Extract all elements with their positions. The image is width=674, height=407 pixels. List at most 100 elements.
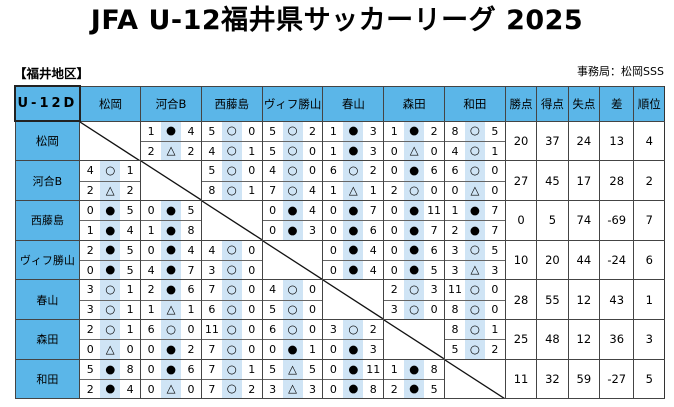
match-result-cell: 0 ● 4 0 ● 4 — [322, 239, 385, 281]
match-result-grid: 0 ● 4 4 ● 7 — [141, 240, 201, 280]
goals-for: 4 — [208, 243, 216, 257]
result-symbol: ● — [343, 121, 364, 141]
result-symbol: ○ — [221, 299, 242, 319]
diagonal-line — [323, 280, 383, 319]
goals-against: 1 — [120, 299, 141, 319]
diagonal-line — [202, 201, 262, 240]
goals-against: 11 — [427, 204, 442, 218]
goals-for: 5 — [269, 362, 277, 376]
goals-against: 2 — [180, 140, 201, 160]
goals-against: 0 — [248, 243, 256, 257]
goals-for: 0 — [80, 259, 101, 279]
match-result-cell: 3 ○ 5 3 △ 3 — [444, 239, 506, 281]
result-symbol: ○ — [221, 339, 242, 359]
match-result-grid: 5 △ 5 3 △ 3 — [262, 359, 323, 399]
table-row: 春山 3 ○ 1 3 ○ 1 2 ● 6 1 △ 1 7 ○ 0 6 ○ 0 4 ○ 0 5 ○ 0 2 ○ 3 3 ○ 0 11 ○ 0 8 ○ 0 2… — [14, 279, 665, 320]
goals-for: 5 — [445, 339, 465, 358]
goals-against: 0 — [241, 259, 262, 279]
goals-against: 3 — [302, 378, 323, 398]
match-result-cell: 0 ● 5 1 ● 4 — [79, 199, 142, 241]
row-header-team: 春山 — [14, 279, 81, 320]
goals-against: 2 — [120, 180, 141, 200]
result-symbol: ● — [404, 220, 425, 240]
goals-for: 3 — [262, 378, 283, 398]
goals-against: 5 — [424, 378, 445, 398]
goals-for: 1 — [390, 362, 398, 376]
page-title: JFA U-12福井県サッカーリーグ 2025 — [90, 5, 584, 36]
goals-for: 0 — [445, 180, 465, 200]
goals-against: 0 — [424, 140, 445, 160]
goals-against: 4 — [187, 243, 195, 257]
result-symbol: ● — [343, 140, 364, 161]
match-result-grid: 3 ○ 2 0 ● 3 — [323, 319, 384, 359]
result-symbol: ● — [161, 121, 181, 141]
match-result-cell: 1 ● 3 1 ● 3 — [322, 120, 385, 162]
result-symbol: ● — [404, 161, 425, 181]
match-result-grid: 5 ● 8 2 ● 4 — [80, 359, 141, 399]
result-symbol: ● — [100, 259, 121, 280]
goals-against: 3 — [484, 259, 505, 279]
self-match-cell — [140, 160, 202, 201]
match-result-grid: 4 ○ 1 2 △ 2 — [80, 161, 141, 200]
league-table: U-12D 松岡 河合B 西藤島 ヴィフ勝山 春山 森田 和田 勝点 得点 失点差順位 松岡 1 ● 4… — [14, 85, 665, 400]
goals-for: 2 — [86, 323, 94, 337]
goals-against: 0 — [424, 180, 445, 200]
goals-for: 1 — [141, 299, 162, 319]
goals-for: 0 — [329, 204, 337, 218]
result-symbol: ○ — [464, 319, 485, 340]
result-symbol: ○ — [282, 180, 303, 200]
goals-against: 7 — [180, 259, 201, 279]
column-header-team: 河合B — [140, 85, 202, 122]
match-result-grid: 1 ● 7 2 ● 7 — [445, 200, 505, 240]
match-result-grid: 4 ○ 0 3 ○ 0 — [201, 240, 262, 280]
goals-for: 3 — [201, 259, 222, 279]
goal-difference-value: 28 — [599, 160, 635, 201]
goals-against: 2 — [309, 124, 316, 138]
result-symbol: ● — [100, 200, 121, 221]
result-symbol: ● — [161, 200, 181, 221]
match-result-grid: 2 ○ 3 3 ○ 0 — [384, 280, 445, 319]
rank-value: 2 — [633, 160, 665, 201]
region-label: 【福井地区】 — [14, 66, 90, 81]
goals-for: 0 — [323, 378, 344, 398]
goals-against: 2 — [369, 164, 377, 178]
goals-for: 0 — [262, 339, 283, 358]
match-result-grid: 0 ● 6 0 ● 5 — [384, 240, 445, 280]
header-row: U-12D 松岡 河合B 西藤島 ヴィフ勝山 春山 森田 和田 勝点 得点 失点差順位 — [14, 85, 665, 122]
match-result-cell: 2 ○ 3 3 ○ 0 — [383, 279, 446, 320]
goals-for: 0 — [141, 378, 162, 398]
result-symbol: ● — [282, 220, 303, 240]
goals-against: 5 — [491, 124, 499, 138]
goal-difference-value: 13 — [599, 120, 635, 162]
match-result-grid: 0 ● 6 2 ○ 0 — [384, 161, 445, 200]
result-symbol: ○ — [221, 180, 242, 200]
result-symbol: ○ — [343, 161, 364, 181]
goals-for: 5 — [208, 164, 216, 178]
goals-for: 4 — [86, 164, 94, 178]
goals-against: 2 — [369, 323, 377, 337]
match-result-cell: 8 ○ 5 4 ○ 1 — [444, 120, 506, 162]
table-row: 松岡 1 ● 4 2 △ 2 5 ○ 0 4 ○ 1 5 ○ 2 5 ○ 0 1 ● 3 1 ● 3 1 ● 2 0 △ 0 8 ○ 5 4 ○ 1 20… — [14, 120, 665, 162]
goals-for: 2 — [86, 243, 94, 257]
goals-against: 1 — [363, 180, 384, 200]
match-result-grid: 11 ○ 0 7 ○ 0 — [201, 319, 262, 359]
goals-against: 3 — [430, 283, 438, 297]
goals-for: 8 — [445, 299, 465, 319]
match-result-cell: 5 ○ 2 5 ○ 0 — [261, 120, 324, 162]
diagonal-line — [445, 360, 505, 399]
match-result-cell: 6 ○ 0 0 △ 0 — [444, 160, 506, 201]
result-symbol: ○ — [282, 161, 303, 181]
rank-value: 6 — [633, 239, 665, 281]
match-result-grid: 7 ○ 0 6 ○ 0 — [201, 280, 262, 319]
goals-against: 1 — [241, 180, 262, 200]
goals-conceded-value: 24 — [567, 120, 601, 162]
goals-for: 0 — [141, 339, 162, 358]
result-symbol: ● — [343, 240, 364, 260]
goals-for: 2 — [147, 283, 155, 297]
points-value: 11 — [504, 358, 538, 400]
match-result-cell: 3 ○ 2 0 ● 3 — [322, 318, 385, 360]
goals-for: 0 — [80, 339, 101, 358]
result-symbol: ○ — [161, 319, 181, 340]
goals-for: 7 — [201, 339, 222, 358]
goals-conceded-value: 44 — [567, 239, 601, 281]
